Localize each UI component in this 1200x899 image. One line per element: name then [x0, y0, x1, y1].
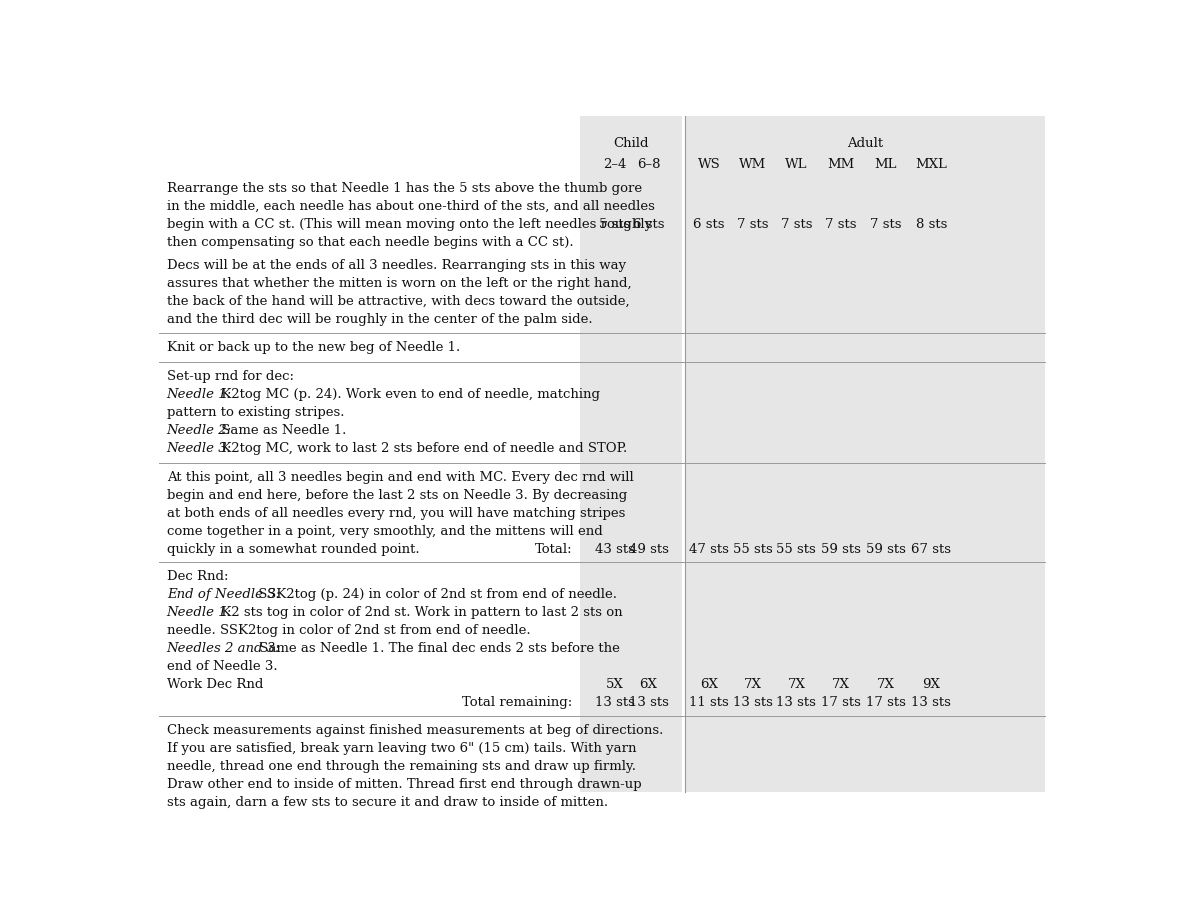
Text: 6X: 6X	[700, 678, 718, 690]
Text: end of Needle 3.: end of Needle 3.	[167, 660, 277, 672]
Text: Same as Needle 1. The final dec ends 2 sts before the: Same as Needle 1. The final dec ends 2 s…	[254, 642, 619, 654]
Text: 7X: 7X	[877, 678, 894, 690]
Text: MM: MM	[827, 157, 854, 171]
Text: Set-up rnd for dec:: Set-up rnd for dec:	[167, 370, 294, 383]
Text: 6 sts: 6 sts	[694, 218, 725, 231]
Text: 6–8: 6–8	[637, 157, 660, 171]
Text: 7X: 7X	[832, 678, 850, 690]
Text: Child: Child	[613, 137, 648, 150]
Text: quickly in a somewhat rounded point.: quickly in a somewhat rounded point.	[167, 543, 419, 556]
Text: 5 sts: 5 sts	[599, 218, 631, 231]
Text: 17 sts: 17 sts	[865, 696, 906, 708]
Text: WL: WL	[785, 157, 808, 171]
Text: MXL: MXL	[916, 157, 947, 171]
Text: at both ends of all needles every rnd, you will have matching stripes: at both ends of all needles every rnd, y…	[167, 507, 625, 520]
Text: Check measurements against finished measurements at beg of directions.: Check measurements against finished meas…	[167, 724, 664, 737]
Text: Needles 2 and 3:: Needles 2 and 3:	[167, 642, 281, 654]
Text: 7 sts: 7 sts	[870, 218, 901, 231]
Text: 9X: 9X	[923, 678, 940, 690]
Text: 13 sts: 13 sts	[629, 696, 668, 708]
Text: Adult: Adult	[847, 137, 883, 150]
Text: 7X: 7X	[787, 678, 805, 690]
Text: needle. SSK2tog in color of 2nd st from end of needle.: needle. SSK2tog in color of 2nd st from …	[167, 624, 530, 636]
Text: then compensating so that each needle begins with a CC st).: then compensating so that each needle be…	[167, 236, 574, 249]
Text: needle, thread one end through the remaining sts and draw up firmly.: needle, thread one end through the remai…	[167, 760, 636, 773]
Text: K2tog MC (p. 24). Work even to end of needle, matching: K2tog MC (p. 24). Work even to end of ne…	[217, 388, 600, 401]
Text: begin and end here, before the last 2 sts on Needle 3. By decreasing: begin and end here, before the last 2 st…	[167, 489, 626, 502]
Text: 7 sts: 7 sts	[737, 218, 768, 231]
Text: 55 sts: 55 sts	[776, 543, 816, 556]
Text: 6X: 6X	[640, 678, 658, 690]
Text: 11 sts: 11 sts	[689, 696, 728, 708]
Text: and the third dec will be roughly in the center of the palm side.: and the third dec will be roughly in the…	[167, 313, 593, 325]
Text: If you are satisfied, break yarn leaving two 6" (15 cm) tails. With yarn: If you are satisfied, break yarn leaving…	[167, 742, 636, 755]
Bar	[580, 116, 682, 792]
Text: the back of the hand will be attractive, with decs toward the outside,: the back of the hand will be attractive,…	[167, 295, 629, 307]
Text: 13 sts: 13 sts	[776, 696, 816, 708]
Text: 47 sts: 47 sts	[689, 543, 728, 556]
Text: ML: ML	[875, 157, 896, 171]
Text: 6 sts: 6 sts	[632, 218, 665, 231]
Text: 59 sts: 59 sts	[865, 543, 906, 556]
Text: WS: WS	[697, 157, 720, 171]
Text: Rearrange the sts so that Needle 1 has the 5 sts above the thumb gore: Rearrange the sts so that Needle 1 has t…	[167, 182, 642, 195]
Text: K2 sts tog in color of 2nd st. Work in pattern to last 2 sts on: K2 sts tog in color of 2nd st. Work in p…	[217, 606, 623, 619]
Text: 43 sts: 43 sts	[595, 543, 635, 556]
Text: 7 sts: 7 sts	[780, 218, 812, 231]
Text: WM: WM	[739, 157, 767, 171]
Text: Total:: Total:	[534, 543, 572, 556]
Text: Decs will be at the ends of all 3 needles. Rearranging sts in this way: Decs will be at the ends of all 3 needle…	[167, 259, 626, 271]
Text: End of Needle 3:: End of Needle 3:	[167, 588, 280, 601]
Text: pattern to existing stripes.: pattern to existing stripes.	[167, 406, 344, 419]
Text: begin with a CC st. (This will mean moving onto the left needles roughly: begin with a CC st. (This will mean movi…	[167, 218, 652, 231]
Text: 2–4: 2–4	[604, 157, 626, 171]
Text: 7 sts: 7 sts	[826, 218, 857, 231]
Text: Dec Rnd:: Dec Rnd:	[167, 570, 228, 583]
Text: Same as Needle 1.: Same as Needle 1.	[217, 424, 347, 437]
Text: 13 sts: 13 sts	[733, 696, 773, 708]
Text: 7X: 7X	[744, 678, 762, 690]
Text: sts again, darn a few sts to secure it and draw to inside of mitten.: sts again, darn a few sts to secure it a…	[167, 796, 608, 809]
Text: 13 sts: 13 sts	[595, 696, 635, 708]
Text: in the middle, each needle has about one-third of the sts, and all needles: in the middle, each needle has about one…	[167, 200, 655, 213]
Text: come together in a point, very smoothly, and the mittens will end: come together in a point, very smoothly,…	[167, 525, 602, 538]
Text: 8 sts: 8 sts	[916, 218, 947, 231]
Text: 17 sts: 17 sts	[821, 696, 860, 708]
Text: Needle 1:: Needle 1:	[167, 606, 232, 619]
Text: assures that whether the mitten is worn on the left or the right hand,: assures that whether the mitten is worn …	[167, 277, 631, 289]
Text: K2tog MC, work to last 2 sts before end of needle and STOP.: K2tog MC, work to last 2 sts before end …	[217, 442, 628, 455]
Text: 13 sts: 13 sts	[911, 696, 952, 708]
Text: SSK2tog (p. 24) in color of 2nd st from end of needle.: SSK2tog (p. 24) in color of 2nd st from …	[254, 588, 618, 601]
Text: Needle 3:: Needle 3:	[167, 442, 232, 455]
Text: Needle 1:: Needle 1:	[167, 388, 232, 401]
Text: 59 sts: 59 sts	[821, 543, 860, 556]
Text: 67 sts: 67 sts	[911, 543, 952, 556]
Text: 55 sts: 55 sts	[733, 543, 773, 556]
Text: 49 sts: 49 sts	[629, 543, 668, 556]
Text: At this point, all 3 needles begin and end with MC. Every dec rnd will: At this point, all 3 needles begin and e…	[167, 471, 634, 484]
Text: Work Dec Rnd: Work Dec Rnd	[167, 678, 263, 690]
Bar	[685, 116, 1045, 792]
Text: Draw other end to inside of mitten. Thread first end through drawn-up: Draw other end to inside of mitten. Thre…	[167, 778, 641, 791]
Text: 5X: 5X	[606, 678, 624, 690]
Text: Needle 2:: Needle 2:	[167, 424, 232, 437]
Text: Total remaining:: Total remaining:	[462, 696, 572, 708]
Text: Knit or back up to the new beg of Needle 1.: Knit or back up to the new beg of Needle…	[167, 342, 460, 354]
